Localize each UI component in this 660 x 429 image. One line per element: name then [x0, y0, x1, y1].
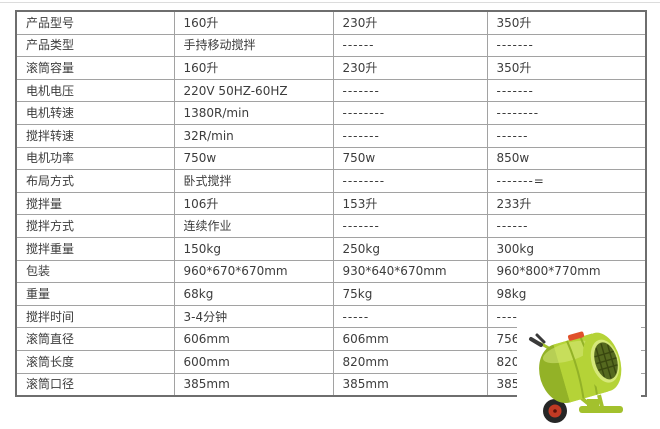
product-photo: [517, 313, 641, 429]
table-row: 滚筒容量 160升 230升 350升: [15, 56, 647, 80]
page-top-divider: [0, 2, 660, 3]
mixer-handle-grip: [529, 337, 543, 347]
table-row: 搅拌重量 150kg 250kg 300kg: [15, 236, 647, 261]
spec-value: 300kg: [486, 236, 647, 261]
spec-value: 606mm: [173, 327, 334, 351]
mixer-handle-grip2: [535, 333, 546, 344]
spec-value: --------: [332, 101, 488, 125]
spec-value: -------: [486, 33, 647, 58]
spec-value: 385mm: [332, 372, 488, 397]
table-row: 包装 960*670*670mm 930*640*670mm 960*800*770m…: [15, 259, 647, 284]
spec-value: 230升: [332, 10, 488, 35]
spec-value: 233升: [486, 191, 647, 216]
spec-value: 98kg: [486, 282, 647, 306]
spec-value: 820mm: [332, 349, 488, 374]
spec-value: 连续作业: [173, 214, 334, 238]
spec-value: 153升: [332, 191, 488, 216]
spec-label: 重量: [15, 282, 175, 306]
table-row: 搅拌量 106升 153升 233升: [15, 191, 647, 216]
mixer-base-post: [587, 399, 599, 408]
spec-value: 850w: [486, 146, 647, 171]
concrete-mixer-illustration: [529, 331, 623, 423]
spec-value: ------: [486, 214, 647, 238]
spec-value: --------: [332, 169, 488, 193]
spec-value: 350升: [486, 10, 647, 35]
spec-value: -------: [332, 123, 488, 148]
spec-value: 385mm: [173, 372, 334, 397]
mixer-drum-band1: [566, 340, 585, 399]
spec-value: 3-4分钟: [173, 304, 334, 329]
spec-value: 32R/min: [173, 123, 334, 148]
table-row: 布局方式 卧式搅拌 -------- -------=: [15, 169, 647, 193]
mixer-opening-mesh: [594, 343, 618, 379]
table-row: 产品类型 手持移动搅拌 ------ -------: [15, 33, 647, 58]
spec-value: -------: [332, 214, 488, 238]
spec-value: ------: [486, 123, 647, 148]
spec-value: 600mm: [173, 349, 334, 374]
spec-value: 250kg: [332, 236, 488, 261]
spec-value: 68kg: [173, 282, 334, 306]
spec-label: 电机功率: [15, 146, 175, 171]
spec-value: 220V 50HZ-60HZ: [173, 78, 334, 103]
spec-value: 150kg: [173, 236, 334, 261]
spec-label: 产品型号: [15, 10, 175, 35]
spec-label: 搅拌方式: [15, 214, 175, 238]
spec-value: 960*670*670mm: [173, 259, 334, 284]
spec-value: 160升: [173, 10, 334, 35]
spec-value: 1380R/min: [173, 101, 334, 125]
spec-label: 产品类型: [15, 33, 175, 58]
spec-value: -------: [332, 78, 488, 103]
table-row: 电机转速 1380R/min -------- --------: [15, 101, 647, 125]
spec-value: 75kg: [332, 282, 488, 306]
spec-value: -------=: [486, 169, 647, 193]
spec-label: 包装: [15, 259, 175, 284]
spec-value: 106升: [173, 191, 334, 216]
spec-label: 电机转速: [15, 101, 175, 125]
spec-value: 230升: [332, 56, 488, 80]
spec-value: ------: [332, 33, 488, 58]
spec-label: 滚筒长度: [15, 349, 175, 374]
spec-value: 卧式搅拌: [173, 169, 334, 193]
spec-label: 电机电压: [15, 78, 175, 103]
spec-value: -----: [332, 304, 488, 329]
spec-label: 搅拌重量: [15, 236, 175, 261]
mixer-base-skid: [579, 406, 623, 413]
spec-label: 搅拌转速: [15, 123, 175, 148]
spec-value: 750w: [173, 146, 334, 171]
spec-label: 滚筒口径: [15, 372, 175, 397]
mixer-label-sticker: [567, 331, 585, 341]
spec-label: 搅拌时间: [15, 304, 175, 329]
table-row: 电机功率 750w 750w 850w: [15, 146, 647, 171]
spec-label: 布局方式: [15, 169, 175, 193]
spec-value: 160升: [173, 56, 334, 80]
spec-value: 960*800*770mm: [486, 259, 647, 284]
spec-value: 750w: [332, 146, 488, 171]
mixer-drum-highlight: [542, 340, 594, 364]
mixer-wheel-axle: [553, 409, 557, 413]
spec-value: --------: [486, 101, 647, 125]
mixer-drum: [539, 331, 622, 403]
spec-value: 606mm: [332, 327, 488, 351]
spec-label: 搅拌量: [15, 191, 175, 216]
spec-label: 滚筒容量: [15, 56, 175, 80]
spec-value: 930*640*670mm: [332, 259, 488, 284]
spec-label: 滚筒直径: [15, 327, 175, 351]
table-row: 电机电压 220V 50HZ-60HZ ------- -------: [15, 78, 647, 103]
spec-value: 手持移动搅拌: [173, 33, 334, 58]
spec-value: 350升: [486, 56, 647, 80]
table-row: 搅拌转速 32R/min ------- ------: [15, 123, 647, 148]
table-row: 重量 68kg 75kg 98kg: [15, 282, 647, 306]
table-row: 产品型号 160升 230升 350升: [15, 10, 647, 35]
spec-value: -------: [486, 78, 647, 103]
table-row: 搅拌方式 连续作业 ------- ------: [15, 214, 647, 238]
